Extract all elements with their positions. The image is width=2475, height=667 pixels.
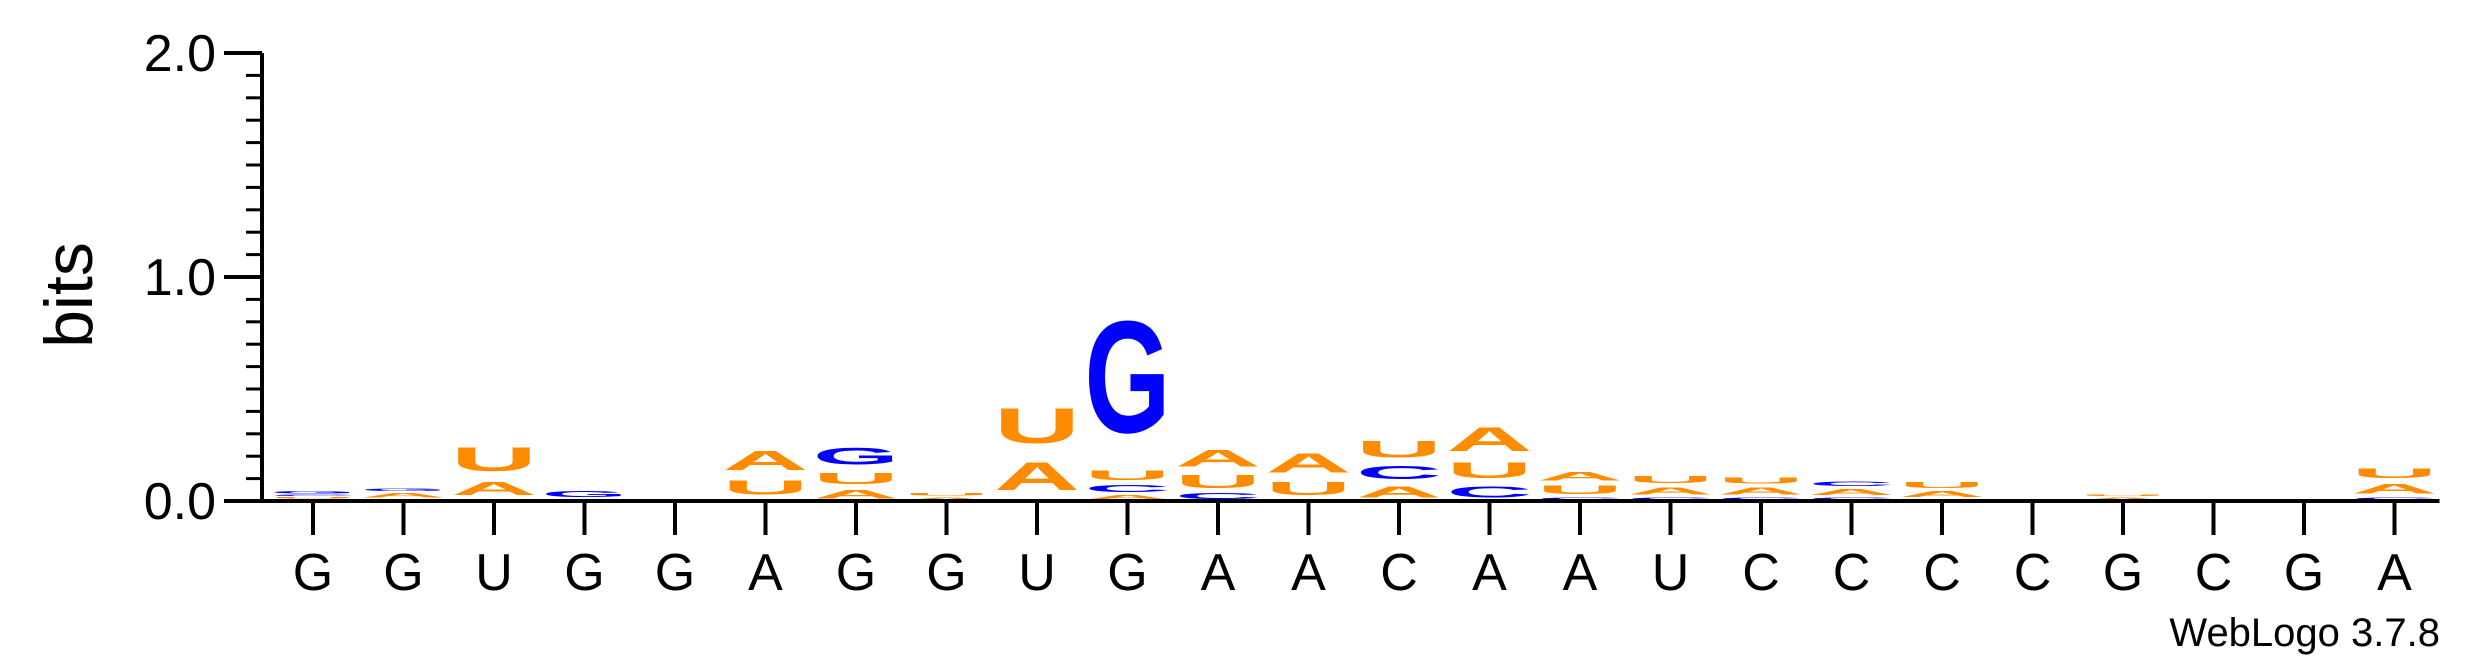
logo-letter-a: A xyxy=(1718,485,1804,496)
x-tick-label: G xyxy=(2284,544,2324,602)
logo-letter-u: U xyxy=(723,477,809,499)
x-tick-label: C xyxy=(1742,544,1780,602)
logo-letter-c: C xyxy=(1628,497,1714,501)
x-tick-label: A xyxy=(1201,544,1236,602)
x-tick-label: U xyxy=(1652,544,1690,602)
logo-letter-a: A xyxy=(1356,483,1442,501)
logo-letter-a: A xyxy=(361,492,447,499)
logo-letter-u: U xyxy=(1718,476,1804,485)
logo-letter-c: C xyxy=(1809,481,1895,488)
x-tick-label: A xyxy=(2377,544,2412,602)
y-tick-label: 0.0 xyxy=(144,473,216,531)
logo-letter-g: G xyxy=(813,443,899,470)
logo-letter-c: C xyxy=(2352,497,2438,501)
logo-letter-a: A xyxy=(1899,490,1985,499)
logo-letter-u: U xyxy=(1537,483,1623,496)
logo-letter-c: C xyxy=(1356,463,1442,483)
logo-letter-u: U xyxy=(2352,465,2438,481)
logo-letter-c: C xyxy=(1447,483,1533,501)
logo-letter-a: A xyxy=(1447,420,1533,458)
logo-letter-a: A xyxy=(1809,488,1895,497)
logo-letter-a: A xyxy=(1085,494,1171,501)
logo-letter-a: A xyxy=(1266,448,1352,479)
logo-letter-c: C xyxy=(1537,497,1623,501)
y-tick-label: 1.0 xyxy=(144,249,216,307)
x-tick-label: A xyxy=(1563,544,1598,602)
logo-letter-u: U xyxy=(451,440,537,478)
logo-letter-a: A xyxy=(451,479,537,499)
logo-letter-u: U xyxy=(1175,472,1261,492)
x-tick-label: G xyxy=(655,544,695,602)
logo-letter-u: U xyxy=(1447,458,1533,483)
logo-letter-g: G xyxy=(542,490,628,499)
logo-letter-g: G xyxy=(270,490,356,495)
x-tick-label: G xyxy=(383,544,423,602)
logo-letter-a: A xyxy=(1175,445,1261,472)
x-tick-label: C xyxy=(2014,544,2052,602)
x-tick-label: G xyxy=(564,544,604,602)
x-tick-label: G xyxy=(293,544,333,602)
y-axis: 0.0 1.0 2.0 xyxy=(144,25,264,531)
x-tick-label: C xyxy=(1923,544,1961,602)
logo-letter-a: A xyxy=(1628,485,1714,496)
logo-letter-u: U xyxy=(813,470,899,488)
logo-letter-u: U xyxy=(1899,481,1985,490)
logo-letter-c: C xyxy=(1085,483,1171,494)
logo-letter-u: U xyxy=(1356,436,1442,463)
logo-letter-u: U xyxy=(2080,494,2166,496)
logo-letter-u: U xyxy=(1085,467,1171,483)
x-tick-label: C xyxy=(1380,544,1418,602)
logo-letter-u: U xyxy=(1266,479,1352,499)
weblogo-version-label: WebLogo 3.7.8 xyxy=(2169,611,2440,655)
logo-letter-a: A xyxy=(2080,497,2166,501)
logo-letter-a: A xyxy=(994,454,1080,499)
logo-letter-c: C xyxy=(1809,497,1895,501)
logo-letter-g: G xyxy=(361,488,447,493)
y-axis-label: bits xyxy=(31,242,107,348)
logo-letter-a: A xyxy=(723,445,809,476)
logo-letter-g: G xyxy=(1085,289,1171,467)
x-tick-label: G xyxy=(1107,544,1147,602)
logo-letter-c: C xyxy=(1175,492,1261,501)
x-tick-label: U xyxy=(475,544,513,602)
logo-letter-a: A xyxy=(2352,481,2438,497)
logo-letter-a: A xyxy=(813,487,899,500)
logo-letter-c: C xyxy=(270,494,356,496)
logo-letter-u: U xyxy=(994,398,1080,454)
logo-letter-u: U xyxy=(270,497,356,499)
x-tick-label: C xyxy=(2195,544,2233,602)
logo-letter-c: C xyxy=(1718,497,1804,501)
x-tick-label: G xyxy=(926,544,966,602)
x-tick-label: U xyxy=(1018,544,1056,602)
y-tick-label: 2.0 xyxy=(144,25,216,83)
x-tick-label: A xyxy=(1472,544,1507,602)
x-tick-label: G xyxy=(2103,544,2143,602)
x-tick-label: G xyxy=(836,544,876,602)
x-tick-label: A xyxy=(1291,544,1326,602)
logo-letter-u: U xyxy=(1628,474,1714,485)
logo-stacks: AUCGUAGCAUAGGCUAAUGAUCAUACUGCUACUAACUCUA… xyxy=(270,289,2437,501)
x-tick-label: C xyxy=(1833,544,1871,602)
logo-letter-a: A xyxy=(904,497,990,501)
x-tick-label: A xyxy=(748,544,783,602)
logo-letter-a: A xyxy=(1537,470,1623,483)
logo-letter-u: U xyxy=(904,492,990,496)
